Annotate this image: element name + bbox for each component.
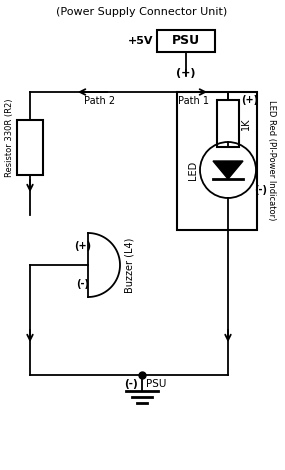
Text: PSU: PSU: [172, 34, 200, 47]
Bar: [17, 120, 43, 175]
Text: PSU: PSU: [146, 379, 166, 389]
Bar: [177, 92, 257, 230]
Text: (-): (-): [254, 185, 267, 195]
Text: (-): (-): [124, 379, 138, 389]
Text: (+): (+): [176, 68, 196, 78]
Text: Path 2: Path 2: [84, 96, 115, 106]
Text: +5V: +5V: [127, 36, 153, 46]
Text: Resistor 330R (R2): Resistor 330R (R2): [5, 98, 15, 177]
Polygon shape: [213, 161, 243, 179]
Text: (-): (-): [76, 279, 89, 289]
Text: LED Red (PI-Power Indicator): LED Red (PI-Power Indicator): [268, 100, 276, 220]
Text: (Power Supply Connector Unit): (Power Supply Connector Unit): [56, 7, 228, 17]
Text: (+): (+): [241, 95, 258, 105]
Text: 1K: 1K: [241, 117, 251, 130]
Text: Path 1: Path 1: [178, 96, 209, 106]
Text: LED: LED: [188, 160, 198, 180]
Bar: [217, 100, 239, 147]
Text: (+): (+): [74, 241, 91, 251]
Text: Buzzer (L4): Buzzer (L4): [125, 237, 135, 293]
Bar: [157, 30, 215, 52]
